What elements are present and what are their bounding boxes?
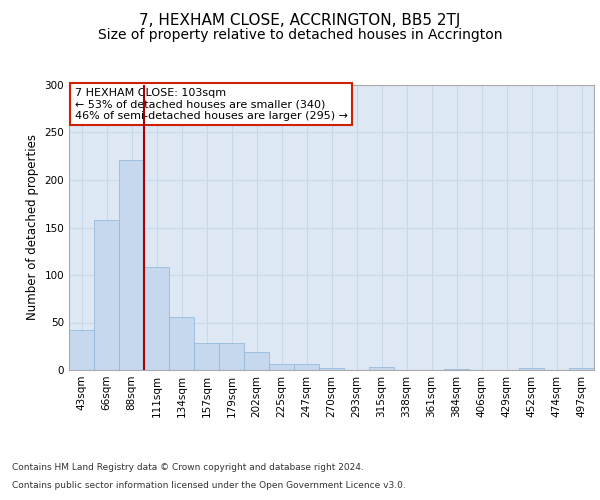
Text: Size of property relative to detached houses in Accrington: Size of property relative to detached ho… bbox=[98, 28, 502, 42]
Text: 7, HEXHAM CLOSE, ACCRINGTON, BB5 2TJ: 7, HEXHAM CLOSE, ACCRINGTON, BB5 2TJ bbox=[139, 12, 461, 28]
Text: Contains HM Land Registry data © Crown copyright and database right 2024.: Contains HM Land Registry data © Crown c… bbox=[12, 464, 364, 472]
Bar bbox=[519, 368, 544, 370]
Bar bbox=[119, 160, 144, 370]
Bar bbox=[444, 369, 469, 370]
Bar bbox=[244, 352, 269, 370]
Bar bbox=[569, 368, 594, 370]
Bar bbox=[194, 344, 219, 370]
Bar bbox=[94, 220, 119, 370]
Bar bbox=[369, 367, 394, 370]
Bar bbox=[319, 368, 344, 370]
Bar bbox=[269, 364, 294, 370]
Bar bbox=[219, 344, 244, 370]
Bar bbox=[169, 317, 194, 370]
Bar bbox=[69, 330, 94, 370]
Text: 7 HEXHAM CLOSE: 103sqm
← 53% of detached houses are smaller (340)
46% of semi-de: 7 HEXHAM CLOSE: 103sqm ← 53% of detached… bbox=[74, 88, 347, 121]
Bar bbox=[144, 268, 169, 370]
Y-axis label: Number of detached properties: Number of detached properties bbox=[26, 134, 39, 320]
Text: Contains public sector information licensed under the Open Government Licence v3: Contains public sector information licen… bbox=[12, 481, 406, 490]
Bar bbox=[294, 364, 319, 370]
